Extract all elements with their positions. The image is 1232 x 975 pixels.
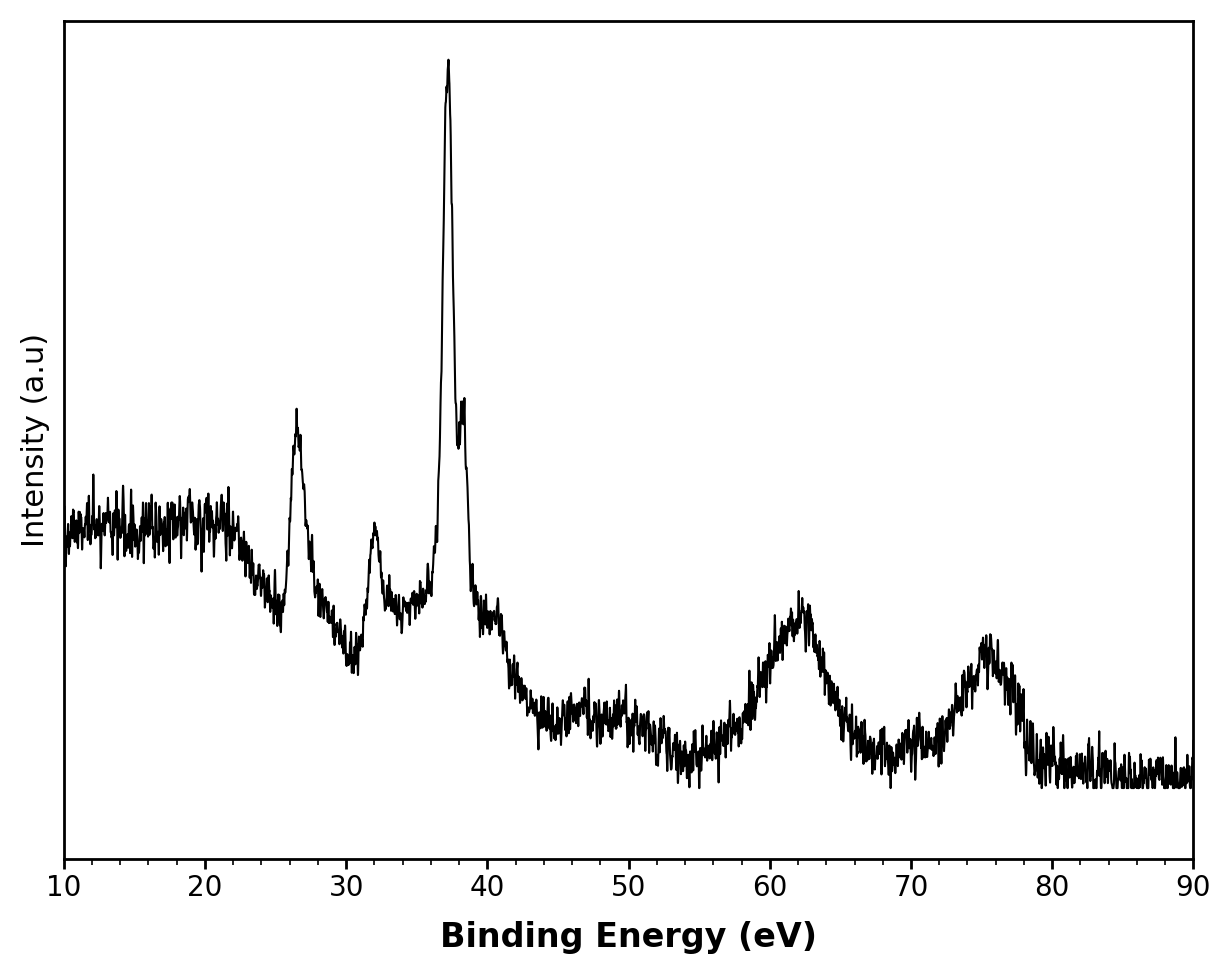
Y-axis label: Intensity (a.u): Intensity (a.u) [21, 332, 49, 547]
X-axis label: Binding Energy (eV): Binding Energy (eV) [440, 921, 817, 955]
